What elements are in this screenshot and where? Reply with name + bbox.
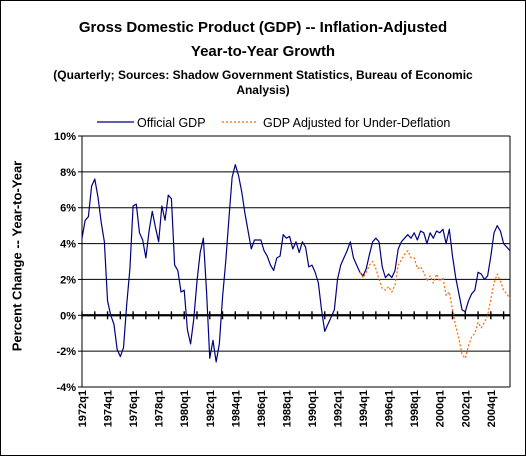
x-tick-label: 1994q1 bbox=[358, 390, 370, 427]
gridlines bbox=[81, 135, 511, 388]
chart-title: Gross Domestic Product (GDP) -- Inflatio… bbox=[78, 19, 448, 36]
x-tick-label: 1988q1 bbox=[281, 390, 293, 427]
chart-title-line2: Year-to-Year Growth bbox=[190, 43, 336, 60]
x-tick-label: 1986q1 bbox=[256, 390, 268, 427]
x-axis-ticks: 1972q1 1974q1 1976q1 1978q1 1980q1 1982q1 1984… bbox=[77, 311, 505, 427]
x-tick-label: 1992q1 bbox=[333, 390, 345, 427]
x-tick-label: 1990q1 bbox=[307, 390, 319, 427]
x-tick-label: 1974q1 bbox=[103, 390, 115, 427]
x-tick-label: 1972q1 bbox=[77, 390, 89, 427]
y-tick-label: 4% bbox=[60, 239, 76, 251]
y-tick-label: 10% bbox=[54, 131, 76, 143]
x-tick-label: 1982q1 bbox=[205, 390, 217, 427]
legend-label-adjusted: GDP Adjusted for Under-Deflation bbox=[263, 116, 450, 130]
x-tick-label: 2004q1 bbox=[486, 390, 498, 427]
legend-label-official: Official GDP bbox=[137, 116, 206, 130]
series-line-adjusted-gdp bbox=[359, 250, 511, 359]
y-tick-label: 6% bbox=[60, 203, 76, 215]
x-tick-label: 2000q1 bbox=[435, 390, 447, 427]
x-tick-label: 1998q1 bbox=[409, 390, 421, 427]
y-tick-label: -2% bbox=[56, 346, 76, 358]
legend: Official GDP GDP Adjusted for Under-Defl… bbox=[97, 116, 450, 130]
y-tick-label: 0% bbox=[60, 310, 76, 322]
y-tick-label: 8% bbox=[60, 167, 76, 179]
y-axis-ticks: 10% 8% 6% 4% 2% 0% -2% -4% bbox=[54, 131, 82, 394]
x-tick-label: 1996q1 bbox=[384, 390, 396, 427]
x-tick-label: 1978q1 bbox=[154, 390, 166, 427]
x-tick-label: 1976q1 bbox=[128, 390, 140, 427]
chart-subtitle: (Quarterly; Sources: Shadow Government S… bbox=[53, 68, 473, 97]
series-line-official-gdp bbox=[81, 164, 511, 363]
plot-area bbox=[81, 164, 511, 363]
y-tick-label: 2% bbox=[60, 274, 76, 286]
x-tick-label: 2002q1 bbox=[460, 390, 472, 427]
x-tick-label: 1980q1 bbox=[179, 390, 191, 427]
y-tick-label: -4% bbox=[56, 382, 76, 394]
x-tick-label: 1984q1 bbox=[230, 390, 242, 427]
